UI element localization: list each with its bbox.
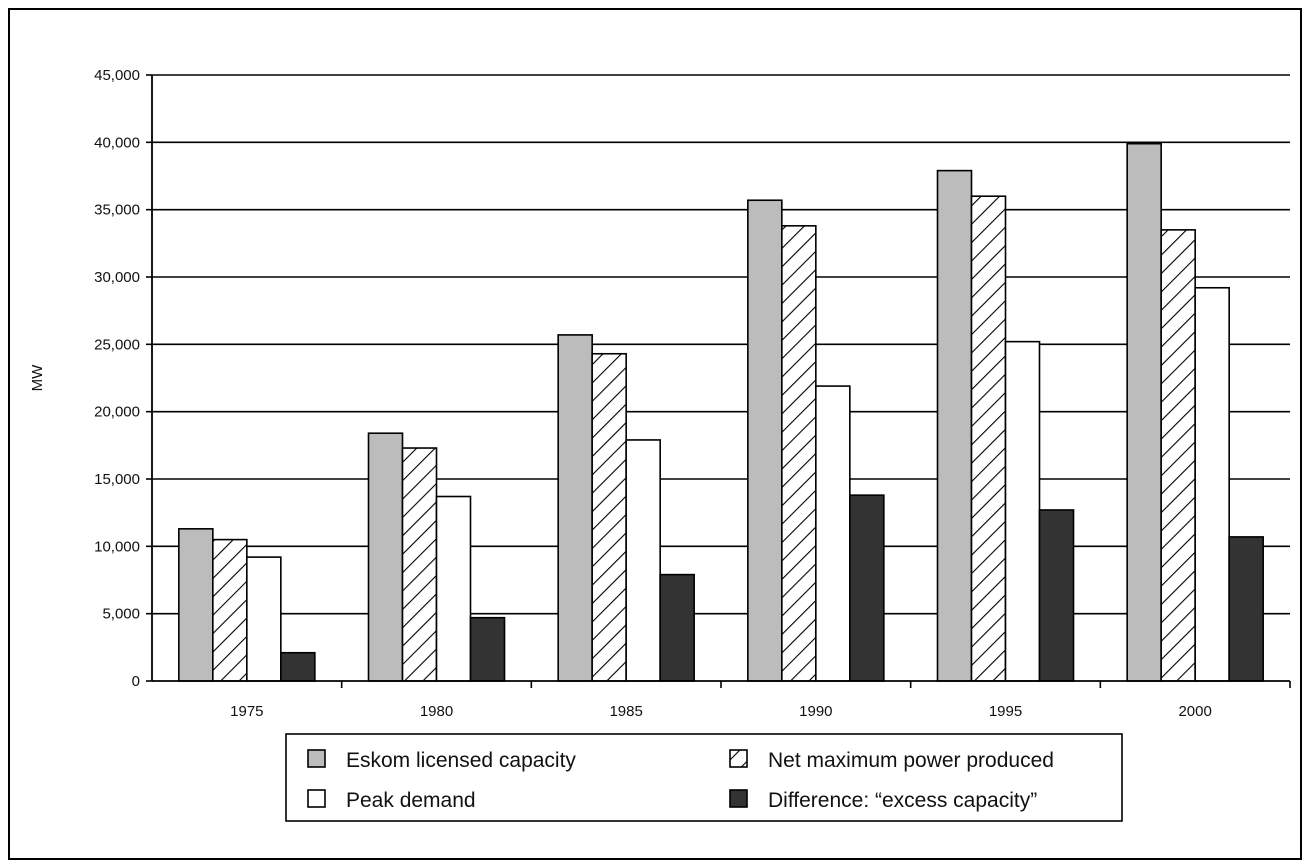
bar-eskom-1995 <box>936 169 973 682</box>
bar-difference-1990 <box>849 494 885 682</box>
bar-peak-2000 <box>1194 286 1230 682</box>
bar-net-2000 <box>1160 229 1196 682</box>
x-tick-label: 1990 <box>799 703 832 720</box>
y-tick-label: 20,000 <box>94 404 140 421</box>
gridlines <box>152 74 1290 615</box>
bar-peak-1990 <box>815 385 851 682</box>
legend-swatch <box>729 789 748 808</box>
bar-eskom-1975 <box>178 528 214 682</box>
bar-net-1985 <box>591 352 627 682</box>
bar-difference-1995 <box>1038 509 1075 682</box>
bar-net-1975 <box>212 538 248 682</box>
y-tick-label: 0 <box>132 673 140 690</box>
legend-label: Difference: “excess capacity” <box>768 789 1037 812</box>
legend-label: Eskom licensed capacity <box>346 749 576 772</box>
bar-peak-1985 <box>625 439 661 682</box>
bar-difference-1980 <box>469 616 506 682</box>
chart-frame <box>8 8 1302 860</box>
y-tick-label: 40,000 <box>94 134 140 151</box>
x-tick-label: 1995 <box>989 703 1022 720</box>
x-tick-label: 2000 <box>1178 703 1211 720</box>
bar-peak-1980 <box>435 495 472 682</box>
bar-eskom-1985 <box>557 334 593 682</box>
bar-eskom-2000 <box>1126 142 1162 682</box>
y-axis-label: MW <box>29 364 46 391</box>
legend-swatch <box>307 789 326 808</box>
legend: Eskom licensed capacity Net maximum power… <box>285 733 1123 822</box>
y-tick-label: 35,000 <box>94 202 140 219</box>
legend-box <box>285 733 1123 822</box>
bar-eskom-1980 <box>367 432 404 682</box>
legend-swatch <box>307 749 326 768</box>
bar-peak-1975 <box>246 556 282 682</box>
bar-difference-1985 <box>659 573 695 682</box>
y-tick-label: 30,000 <box>94 269 140 286</box>
x-tick-label: 1985 <box>609 703 642 720</box>
bars <box>178 142 1264 682</box>
bar-net-1990 <box>781 225 817 682</box>
y-tick-label: 10,000 <box>94 538 140 555</box>
bar-net-1980 <box>401 447 438 682</box>
y-tick-label: 5,000 <box>102 606 140 623</box>
bar-eskom-1990 <box>747 199 783 682</box>
bar-difference-1975 <box>280 651 316 682</box>
x-tick-label: 1975 <box>230 703 263 720</box>
y-tick-label: 15,000 <box>94 471 140 488</box>
legend-label: Net maximum power produced <box>768 749 1054 772</box>
y-tick-label: 25,000 <box>94 336 140 353</box>
y-tick-label: 45,000 <box>94 67 140 84</box>
legend-label: Peak demand <box>346 789 476 812</box>
legend-swatch <box>729 749 748 768</box>
bar-peak-1995 <box>1004 340 1041 682</box>
axes: 0 5,000 10,000 15,000 20,000 25,000 30,000 35,0… <box>94 67 1291 720</box>
bar-difference-2000 <box>1228 536 1264 682</box>
x-tick-label: 1980 <box>420 703 453 720</box>
bar-net-1995 <box>970 195 1007 682</box>
